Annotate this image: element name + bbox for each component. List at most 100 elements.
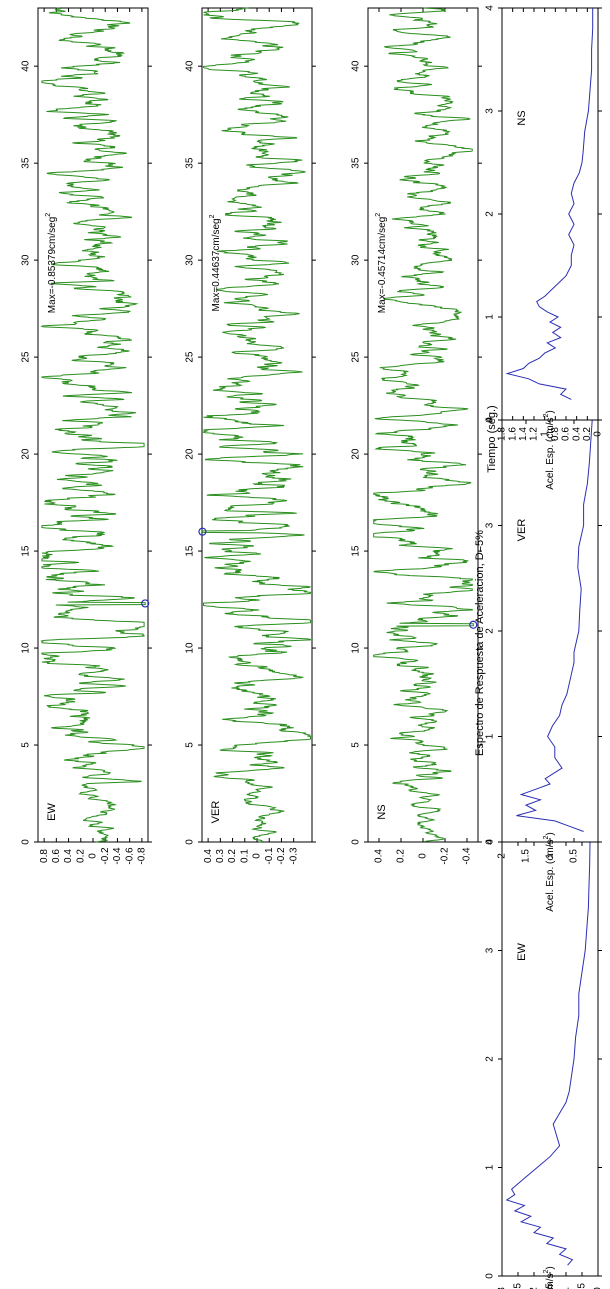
x-tick-label: 0 <box>351 839 362 845</box>
y-axis-label: Acel. Esp. (cm/s2) <box>543 832 556 912</box>
y-tick-label: 0.5 <box>577 1283 588 1289</box>
x-tick-label: 35 <box>351 157 362 169</box>
component-label: NS <box>376 804 388 819</box>
y-tick-label: 0.2 <box>582 427 593 441</box>
x-tick-label: 30 <box>185 254 196 266</box>
x-tick-label: 35 <box>185 157 196 169</box>
y-tick-label: 0.2 <box>396 849 407 863</box>
spectrum-title: Espectro de Respuesta de Aceleracion, D=… <box>474 530 486 756</box>
y-tick-label: 0.2 <box>227 849 238 863</box>
accel-timehistory-ew: 0510152025303540-0.8-0.6-0.4-0.200.20.40… <box>21 8 152 865</box>
x-tick-label: 10 <box>351 642 362 654</box>
y-tick-label: 0.4 <box>571 427 582 441</box>
component-label: VER <box>516 519 528 542</box>
y-tick-label: -0.2 <box>440 847 451 865</box>
accel-trace <box>374 8 474 842</box>
max-value-sup: 2 <box>375 213 382 217</box>
y-tick-label: -0.3 <box>288 847 299 865</box>
y-axis-label-close: ) <box>545 410 556 413</box>
y-tick-label: -0.1 <box>264 847 275 865</box>
x-tick-label: 3 <box>485 522 496 528</box>
accel-trace <box>42 8 145 842</box>
y-tick-label: 2.5 <box>513 1283 524 1289</box>
y-tick-label: -0.2 <box>276 847 287 865</box>
y-tick-label: -0.6 <box>124 847 135 865</box>
x-tick-label: 35 <box>21 157 32 169</box>
component-label: EW <box>516 943 528 961</box>
x-tick-label: 0 <box>485 839 496 845</box>
y-axis-label: Acel. Esp. (cm/s2) <box>543 1266 556 1289</box>
x-tick-label: 25 <box>185 351 196 363</box>
x-tick-label: 3 <box>485 947 496 953</box>
x-tick-label: 30 <box>351 254 362 266</box>
y-tick-label: -0.2 <box>100 847 111 865</box>
max-value-text: Max=0.44637cm/seg <box>211 218 222 311</box>
y-axis-label-text: Acel. Esp. (cm/s <box>545 418 556 490</box>
x-tick-label: 1 <box>485 1164 496 1170</box>
x-tick-label: 1 <box>485 314 496 320</box>
y-tick-label: 0 <box>88 853 99 859</box>
x-tick-label: 15 <box>351 545 362 557</box>
response-spectrum-ns: 0123400.20.40.60.811.21.41.61.8NSPeriodo… <box>485 5 610 490</box>
x-tick-label: 20 <box>185 448 196 460</box>
x-tick-label: 2 <box>485 211 496 217</box>
y-tick-label: 0.4 <box>203 849 214 863</box>
component-label: EW <box>46 803 58 821</box>
y-tick-label: 0 <box>252 853 263 859</box>
y-tick-label: 1.5 <box>521 849 532 863</box>
x-tick-label: 40 <box>185 60 196 72</box>
x-tick-label: 0 <box>485 1273 496 1279</box>
max-value-sup: 2 <box>209 214 216 218</box>
x-tick-label: 10 <box>185 642 196 654</box>
y-tick-label: 0.6 <box>51 849 62 863</box>
x-tick-label: 15 <box>185 545 196 557</box>
x-tick-label: 5 <box>185 742 196 748</box>
y-tick-label: 0.3 <box>215 849 226 863</box>
y-tick-label: -0.4 <box>112 847 123 865</box>
y-tick-label: 2 <box>497 853 508 859</box>
x-tick-label: 40 <box>351 60 362 72</box>
max-value-text: Max=-0.85379cm/seg <box>47 217 58 313</box>
y-tick-label: 0 <box>593 431 604 437</box>
max-value-label: Max=0.44637cm/seg2 <box>209 214 222 311</box>
y-axis-label-close: ) <box>545 1266 556 1269</box>
y-tick-label: 1.6 <box>507 427 518 441</box>
x-tick-label: 0 <box>185 839 196 845</box>
x-tick-label: 15 <box>21 545 32 557</box>
max-value-sup: 2 <box>45 213 52 217</box>
plot-frame <box>202 8 312 842</box>
x-tick-label: 2 <box>485 628 496 634</box>
accel-timehistory-ver: 0510152025303540-0.3-0.2-0.100.10.20.30.… <box>185 8 316 865</box>
x-tick-label: 20 <box>351 448 362 460</box>
component-label: VER <box>210 801 222 824</box>
x-tick-label: 3 <box>485 108 496 114</box>
x-tick-label: 40 <box>21 60 32 72</box>
y-tick-label: 0.5 <box>569 849 580 863</box>
plot-frame <box>502 8 598 420</box>
y-axis-label: Acel. Esp. (cm/s2) <box>543 410 556 490</box>
x-tick-label: 20 <box>21 448 32 460</box>
x-tick-label: 0 <box>485 417 496 423</box>
y-tick-label: 1.8 <box>497 427 508 441</box>
x-tick-label: 5 <box>21 742 32 748</box>
max-value-text: Max=-0.45714cm/seg <box>377 217 388 313</box>
y-tick-label: 0.1 <box>239 849 250 863</box>
component-label: NS <box>516 110 528 125</box>
x-tick-label: 2 <box>485 1056 496 1062</box>
y-tick-label: 0 <box>418 853 429 859</box>
x-tick-label: 4 <box>485 5 496 11</box>
y-tick-label: 0.4 <box>374 849 385 863</box>
x-tick-label: 5 <box>351 742 362 748</box>
y-axis-label-text: Acel. Esp. (cm/s <box>545 840 556 912</box>
x-tick-label: 0 <box>21 839 32 845</box>
y-tick-label: -0.4 <box>462 847 473 865</box>
x-tick-label: 25 <box>21 351 32 363</box>
x-tick-label: 1 <box>485 733 496 739</box>
y-tick-label: 0.2 <box>75 849 86 863</box>
y-tick-label: -0.8 <box>137 847 148 865</box>
accel-trace <box>202 8 310 842</box>
y-axis-label-close: ) <box>545 832 556 835</box>
spectrum-curve <box>507 8 592 399</box>
